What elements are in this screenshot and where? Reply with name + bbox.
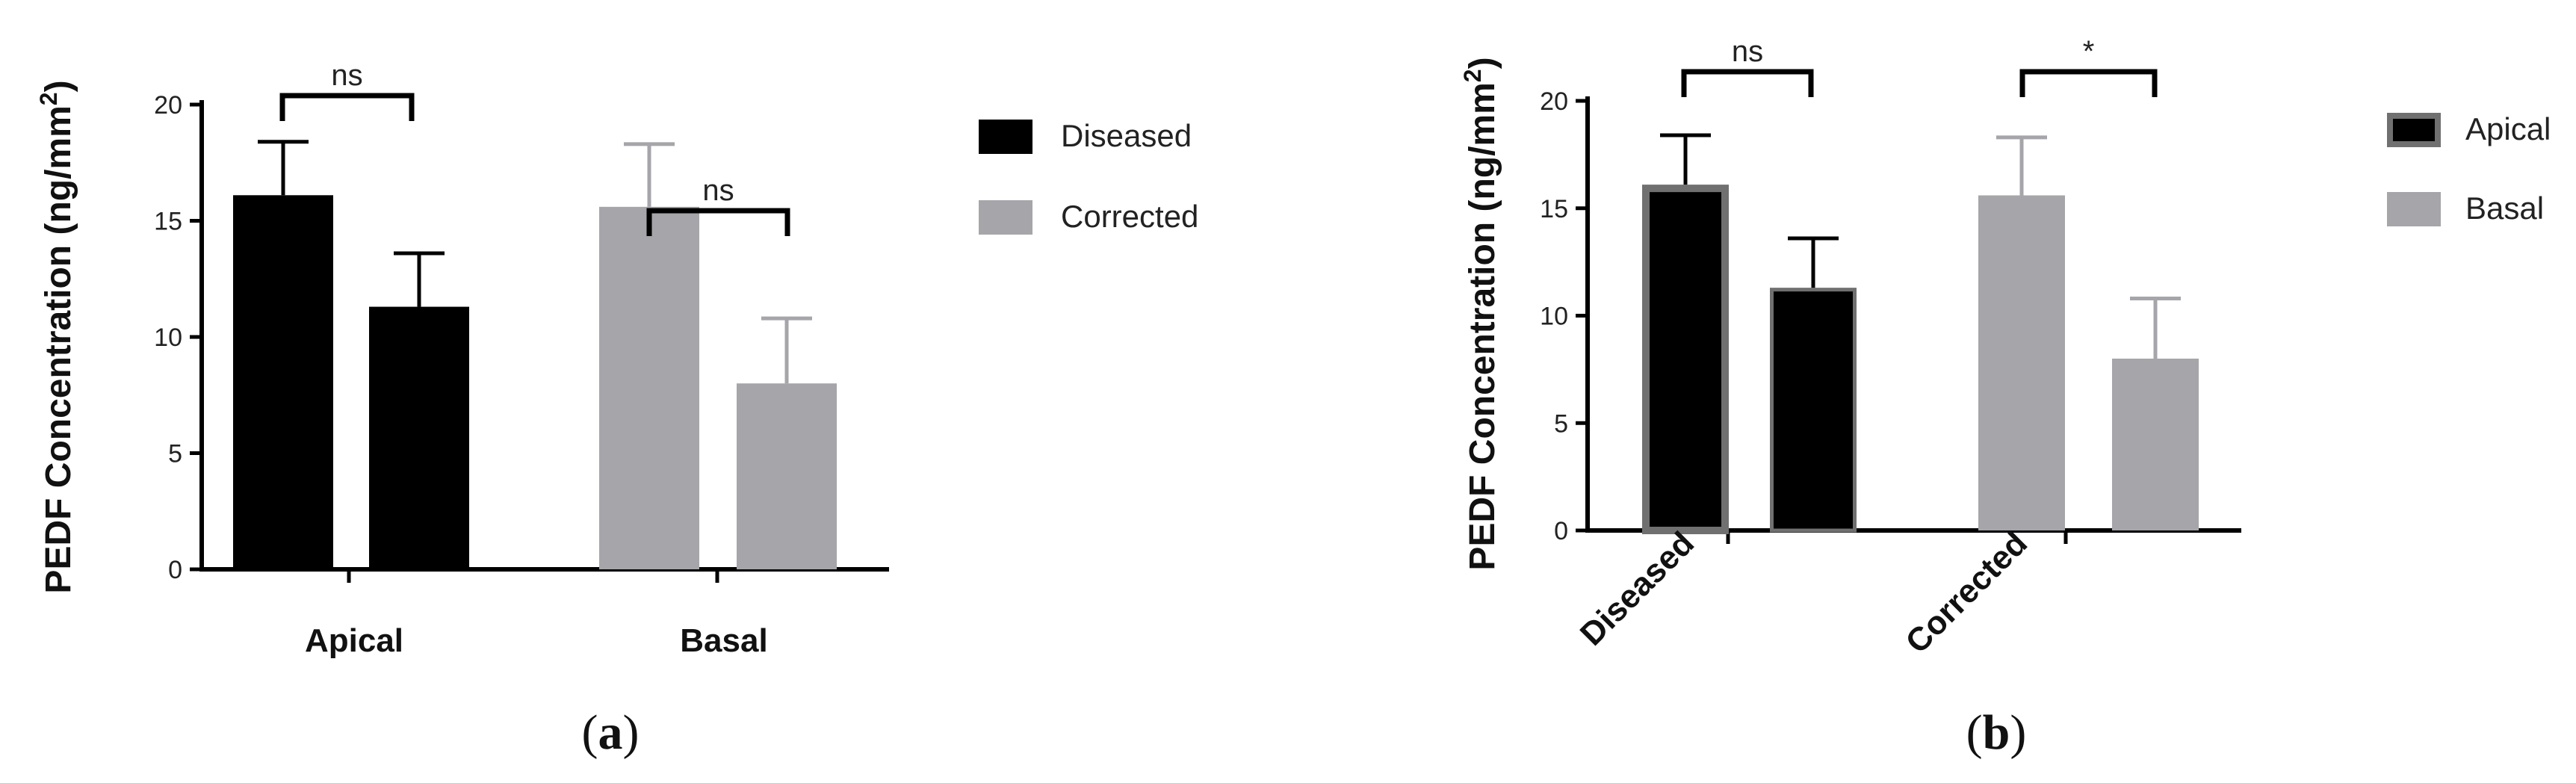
panel-label: (b) [1966, 705, 2027, 760]
y-axis-title: PEDF Concentration (ng/mm2) [35, 80, 78, 593]
y-tick-label: 10 [154, 324, 182, 352]
y-axis-title-main: PEDF Concentration (ng/mm [1463, 82, 1502, 570]
y-tick-label: 0 [168, 556, 182, 584]
legend-swatch-corrected [979, 200, 1032, 235]
panel-label-open: ( [1966, 705, 1983, 760]
y-axis-title-superscript: 2 [1459, 69, 1486, 82]
legend-label-corrected: Corrected [1061, 199, 1198, 234]
significance-label: * [2083, 35, 2095, 68]
legend-label-diseased: Diseased [1061, 118, 1192, 153]
y-tick-label: 15 [154, 208, 182, 236]
legend-label-basal: Basal [2465, 191, 2544, 226]
bar-basal-corrected [2112, 359, 2199, 530]
panel-label-close: ) [623, 705, 640, 760]
chart-panel-b: 0 5 10 15 20 PEDF Concentration (ng/mm2) Disea… [1459, 35, 2551, 760]
x-category-label-diseased: Diseased [1573, 524, 1701, 652]
bar-diseased-basal [369, 306, 469, 569]
legend-swatch-diseased [979, 120, 1032, 154]
y-axis-title: PEDF Concentration (ng/mm2) [1459, 57, 1502, 570]
panel-label-close: ) [2010, 705, 2026, 760]
significance-bracket [646, 208, 790, 236]
y-axis-title-end: ) [1463, 57, 1502, 69]
x-category-label-corrected: Corrected [1898, 524, 2034, 660]
legend-label-apical: Apical [2465, 111, 2551, 146]
bar-basal-diseased [1770, 288, 1857, 533]
significance-bracket [279, 93, 415, 121]
panel-label: (a) [582, 705, 640, 760]
chart-panel-a: 0 5 10 15 20 PEDF Concentration (ng/mm2) Apica… [35, 59, 1198, 760]
y-axis-title-end: ) [39, 80, 78, 92]
significance-label: ns [702, 174, 734, 207]
bar-apical-corrected [1978, 195, 2065, 530]
legend-swatch-apical [2387, 113, 2441, 147]
bar-diseased-apical [233, 195, 333, 569]
panel-label-letter: b [1983, 705, 2010, 760]
x-category-label-basal: Basal [680, 622, 767, 659]
significance-bracket [1681, 69, 1814, 97]
significance-bracket [2019, 69, 2158, 97]
x-category-label-apical: Apical [305, 622, 403, 659]
y-axis-title-main: PEDF Concentration (ng/mm [39, 105, 78, 593]
y-tick-label: 0 [1554, 517, 1568, 545]
y-axis-title-superscript: 2 [35, 92, 62, 105]
significance-label: ns [331, 59, 362, 92]
y-tick-label: 5 [1554, 409, 1568, 438]
y-tick-label: 20 [1540, 87, 1568, 116]
y-tick-label: 15 [1540, 195, 1568, 223]
legend-swatch-basal [2387, 192, 2441, 226]
y-tick-label: 5 [168, 440, 182, 468]
bar-apical-diseased [1642, 185, 1729, 534]
y-tick-label: 10 [1540, 303, 1568, 331]
significance-label: ns [1732, 35, 1763, 68]
panel-label-letter: a [598, 705, 623, 760]
bar-corrected-apical [599, 206, 699, 569]
y-tick-label: 20 [154, 91, 182, 120]
panel-label-open: ( [582, 705, 598, 760]
bar-corrected-basal [737, 383, 837, 569]
